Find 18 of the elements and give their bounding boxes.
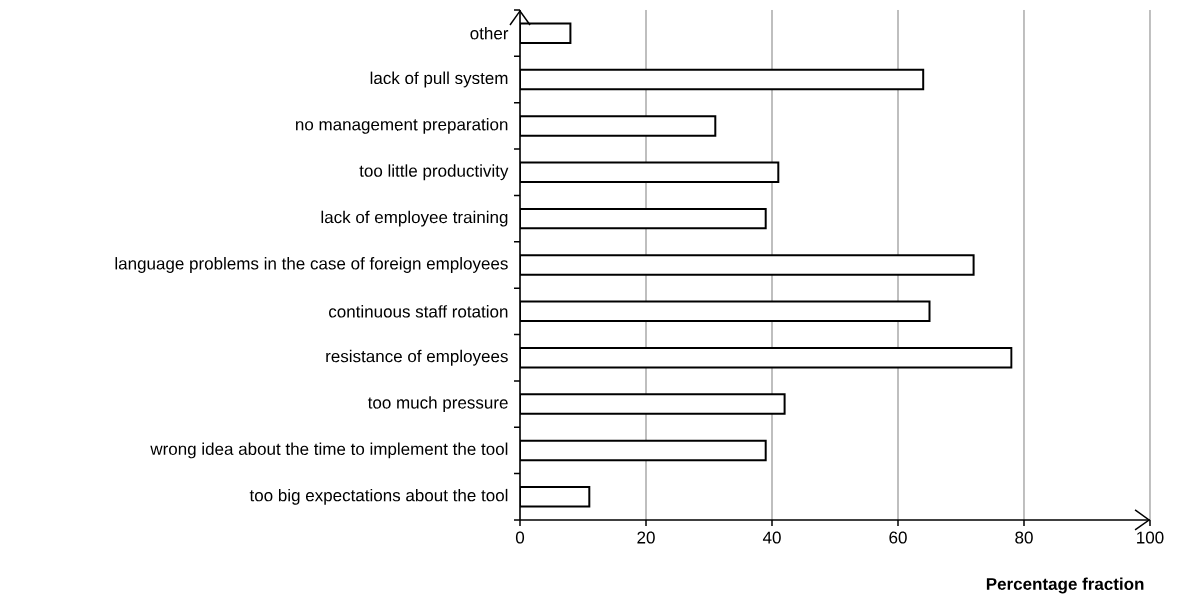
y-tick-label: too much pressure [367, 396, 508, 412]
y-tick-label: language problems in the case of foreign employees [115, 257, 508, 273]
y-tick-label: too big expectations about the tool [249, 488, 508, 505]
x-tick-label: 0 [515, 531, 525, 544]
x-tick-label: 40 [762, 531, 781, 544]
y-tick-label: continuous staff rotation [329, 305, 508, 318]
y-tick-label: other [470, 26, 509, 40]
y-tick-label: lack of employee training [321, 210, 508, 227]
y-tick-label: wrong idea about the time to implement the tool [150, 442, 508, 459]
y-tick-label: no management preparation [296, 117, 508, 134]
x-tick-label: 60 [889, 531, 907, 544]
y-tick-label: resistance of employees [326, 349, 508, 366]
y-tick-label: too little productivity [359, 164, 509, 181]
x-tick-label: 100 [1137, 531, 1164, 544]
x-axis-title: Percentage fraction [986, 577, 1144, 594]
y-tick-label: lack of pull system [370, 71, 508, 88]
x-tick-label: 20 [637, 531, 655, 544]
x-tick-label: 80 [1015, 531, 1033, 544]
